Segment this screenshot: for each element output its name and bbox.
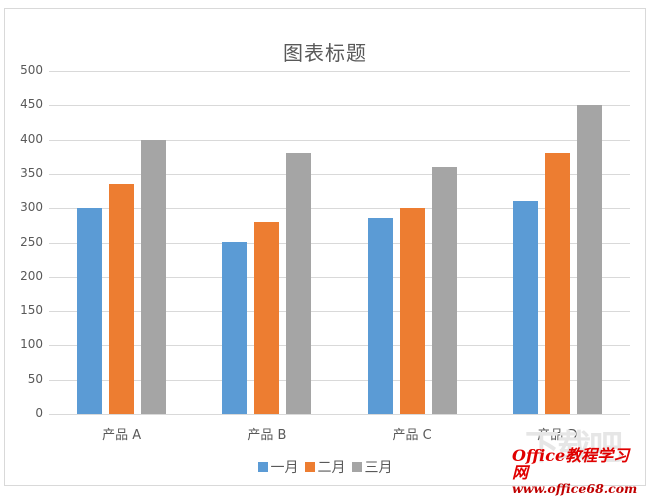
gridline xyxy=(49,345,630,346)
gridline xyxy=(49,414,630,415)
legend-swatch-icon xyxy=(257,462,268,472)
bar-1-1[interactable] xyxy=(254,222,279,414)
bar-3-2[interactable] xyxy=(577,105,602,414)
legend-label: 一月 xyxy=(270,460,299,476)
bar-2-0[interactable] xyxy=(368,218,393,414)
y-tick-label: 200 xyxy=(20,269,43,283)
gridline xyxy=(49,71,630,72)
gridline xyxy=(49,174,630,175)
watermark-line1: Office教程学习网 xyxy=(512,446,630,482)
y-tick-label: 100 xyxy=(20,337,43,351)
legend[interactable]: 一月 二月 三月 xyxy=(5,457,645,477)
gridline xyxy=(49,243,630,244)
bar-0-1[interactable] xyxy=(109,184,134,414)
y-tick-label: 350 xyxy=(20,166,43,180)
watermark: Office教程学习网 www.office68.com xyxy=(512,446,642,496)
gridline xyxy=(49,380,630,381)
plot-area[interactable] xyxy=(49,71,630,415)
y-tick-label: 500 xyxy=(20,63,43,77)
chart-title[interactable]: 图表标题 xyxy=(283,41,367,65)
gridline xyxy=(49,311,630,312)
bar-1-0[interactable] xyxy=(222,242,247,414)
watermark-ghost: 下载吧 xyxy=(525,428,623,468)
x-tick-label: 产品 C xyxy=(392,428,432,443)
y-tick-label: 150 xyxy=(20,303,43,317)
bar-0-0[interactable] xyxy=(77,208,102,414)
bar-1-2[interactable] xyxy=(286,153,311,414)
y-tick-label: 250 xyxy=(20,235,43,249)
bar-0-2[interactable] xyxy=(141,140,166,414)
legend-swatch-icon xyxy=(351,462,362,472)
watermark-line2: www.office68.com xyxy=(512,480,638,496)
y-tick-label: 50 xyxy=(27,372,43,386)
legend-label: 二月 xyxy=(317,460,346,476)
x-tick-label: 产品 B xyxy=(247,428,287,443)
bar-2-2[interactable] xyxy=(432,167,457,414)
x-tick-label: 产品 D xyxy=(537,428,578,443)
legend-label: 三月 xyxy=(364,460,393,476)
gridline xyxy=(49,105,630,106)
legend-swatch-icon xyxy=(304,462,315,472)
bar-3-1[interactable] xyxy=(545,153,570,414)
legend-item[interactable]: 三月 xyxy=(351,457,393,477)
gridline xyxy=(49,277,630,278)
legend-item[interactable]: 一月 xyxy=(257,457,299,477)
y-tick-label: 400 xyxy=(20,132,43,146)
bar-3-0[interactable] xyxy=(513,201,538,414)
x-tick-label: 产品 A xyxy=(102,428,142,443)
legend-item[interactable]: 二月 xyxy=(304,457,346,477)
gridline xyxy=(49,208,630,209)
y-tick-label: 0 xyxy=(35,406,43,420)
chart-area[interactable]: 图表标题 一月 二月 三月 0 50 100 150 200 250 300 350 400 450 5… xyxy=(4,8,646,486)
bar-2-1[interactable] xyxy=(400,208,425,414)
y-tick-label: 450 xyxy=(20,97,43,111)
gridline xyxy=(49,140,630,141)
y-tick-label: 300 xyxy=(20,200,43,214)
